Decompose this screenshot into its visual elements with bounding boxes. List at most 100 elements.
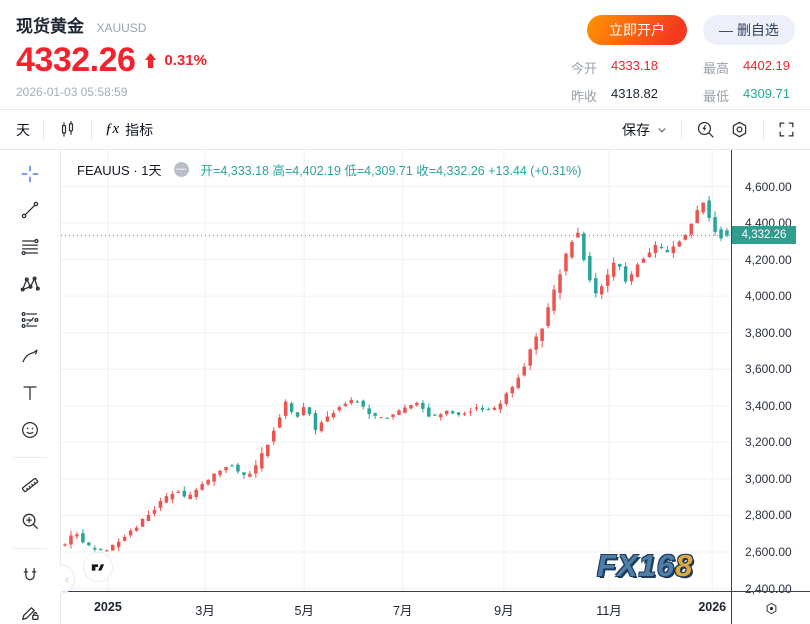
candle-body: [653, 244, 658, 254]
candle-body: [176, 491, 181, 493]
flash-search-button[interactable]: [695, 119, 716, 140]
quote-stats: 今开 4333.18 最高 4402.19 昨收 4318.82 最低 4309.71: [571, 58, 795, 105]
toolbar-divider: [43, 119, 44, 140]
remove-watchlist-button[interactable]: — 删自选: [703, 15, 795, 45]
candle-body: [522, 366, 526, 376]
candle-body: [373, 413, 377, 416]
settings-button[interactable]: [729, 119, 750, 140]
candle-body: [182, 490, 187, 497]
candle-body: [492, 407, 497, 410]
fib-retracement-tool-button[interactable]: [16, 235, 44, 259]
candle-body: [307, 407, 312, 415]
candle-body: [474, 407, 479, 409]
candle-body: [206, 480, 210, 485]
candle-body: [725, 230, 729, 236]
candle-body: [379, 417, 383, 419]
legend-collapse-button[interactable]: —: [173, 162, 189, 177]
time-axis-label: 11月: [596, 604, 622, 618]
axis-gear-icon: [764, 601, 779, 616]
candle-body: [116, 541, 121, 548]
candle-body: [81, 533, 85, 543]
candle-body: [403, 407, 407, 413]
tools-divider: [13, 547, 47, 549]
tradingview-logo[interactable]: [83, 552, 113, 582]
candle-body: [242, 472, 246, 475]
candle-body: [87, 542, 91, 546]
brush-tool-button[interactable]: [16, 345, 44, 369]
candle-body: [540, 328, 544, 341]
candle-body: [719, 229, 723, 239]
xabcd-pattern-tool-button[interactable]: [16, 272, 44, 296]
open-account-button[interactable]: 立即开户: [587, 15, 687, 45]
fullscreen-button[interactable]: [777, 120, 796, 139]
price-axis[interactable]: 4,600.00 4,400.00 4,200.00 4,000.00 3,800.00…: [731, 150, 810, 596]
forecast-tool-button[interactable]: [16, 308, 44, 332]
candle-body: [224, 467, 228, 471]
draw-lock-icon: [19, 601, 41, 623]
candle-body: [438, 414, 443, 418]
indicators-button[interactable]: ƒx 指标: [105, 120, 153, 140]
candle-body: [588, 255, 592, 281]
chart-plot-area[interactable]: FEAUUS · 1天 — 开=4,333.18 高=4,402.19 低=4,…: [60, 150, 731, 594]
candle-body: [313, 413, 318, 430]
candle-body: [510, 386, 515, 394]
magnet-tool-button[interactable]: [16, 564, 44, 588]
axis-settings-button[interactable]: [764, 601, 779, 616]
candle-body: [319, 422, 324, 432]
flash-search-icon: [695, 119, 716, 140]
price-axis-label: 3,200.00: [745, 435, 792, 450]
zoom-in-icon: [19, 510, 41, 532]
time-axis-label: 9月: [494, 604, 514, 618]
candle-style-button[interactable]: [57, 119, 78, 140]
candle-body: [456, 412, 461, 415]
candle-body: [260, 453, 264, 469]
candle-body: [677, 241, 682, 247]
candle-body: [623, 266, 628, 282]
save-label: 保存: [622, 121, 650, 138]
candle-body: [558, 274, 562, 293]
emoji-tool-button[interactable]: [16, 418, 44, 442]
candlestick-chart[interactable]: [61, 150, 731, 591]
time-axis[interactable]: 2025 3月 5月 7月 9月 11月 2026: [61, 591, 731, 624]
candle-body: [194, 489, 198, 497]
candle-body: [498, 403, 503, 410]
candle-body: [146, 514, 151, 521]
quote-header: 现货黄金 XAUUSD 4332.26 0.31% 2026-01-03 05:…: [0, 0, 810, 110]
draw-lock-tool-button[interactable]: [16, 601, 44, 624]
candle-body: [343, 403, 348, 406]
candle-body: [325, 416, 330, 422]
zoom-in-tool-button[interactable]: [16, 509, 44, 533]
candle-body: [528, 349, 532, 366]
candle-body: [695, 210, 699, 224]
candle-body: [552, 289, 556, 311]
candle-body: [218, 470, 222, 475]
instrument-name: 现货黄金: [16, 17, 84, 36]
candle-body: [480, 407, 485, 410]
crosshair-tool-button[interactable]: [16, 162, 44, 186]
candle-body: [337, 407, 342, 411]
up-arrow-icon: [144, 52, 157, 68]
candle-body: [415, 402, 419, 406]
candle-body: [605, 274, 610, 286]
candle-body: [75, 534, 79, 537]
stat-label: 今开: [570, 61, 597, 76]
ruler-icon: [19, 474, 41, 496]
text-tool-tool-button[interactable]: [16, 382, 44, 406]
save-button[interactable]: 保存: [622, 120, 668, 140]
last-price: 4332.26: [16, 41, 136, 79]
price-axis-label: 3,400.00: [745, 398, 792, 413]
price-axis-label: 2,400.00: [745, 581, 792, 596]
price-axis-label: 3,000.00: [745, 471, 792, 486]
interval-button[interactable]: 天: [16, 121, 30, 138]
candle-body: [140, 518, 145, 527]
candle-body: [385, 417, 389, 419]
candle-body: [647, 252, 652, 258]
candle-body: [617, 264, 622, 267]
candle-body: [134, 527, 139, 531]
candle-body: [421, 402, 425, 409]
ruler-tool-button[interactable]: [16, 473, 44, 497]
candle-body: [200, 484, 204, 490]
trend-line-tool-button[interactable]: [16, 199, 44, 223]
quote-timestamp: 2026-01-03 05:58:59: [16, 85, 128, 99]
candle-body: [158, 500, 163, 508]
